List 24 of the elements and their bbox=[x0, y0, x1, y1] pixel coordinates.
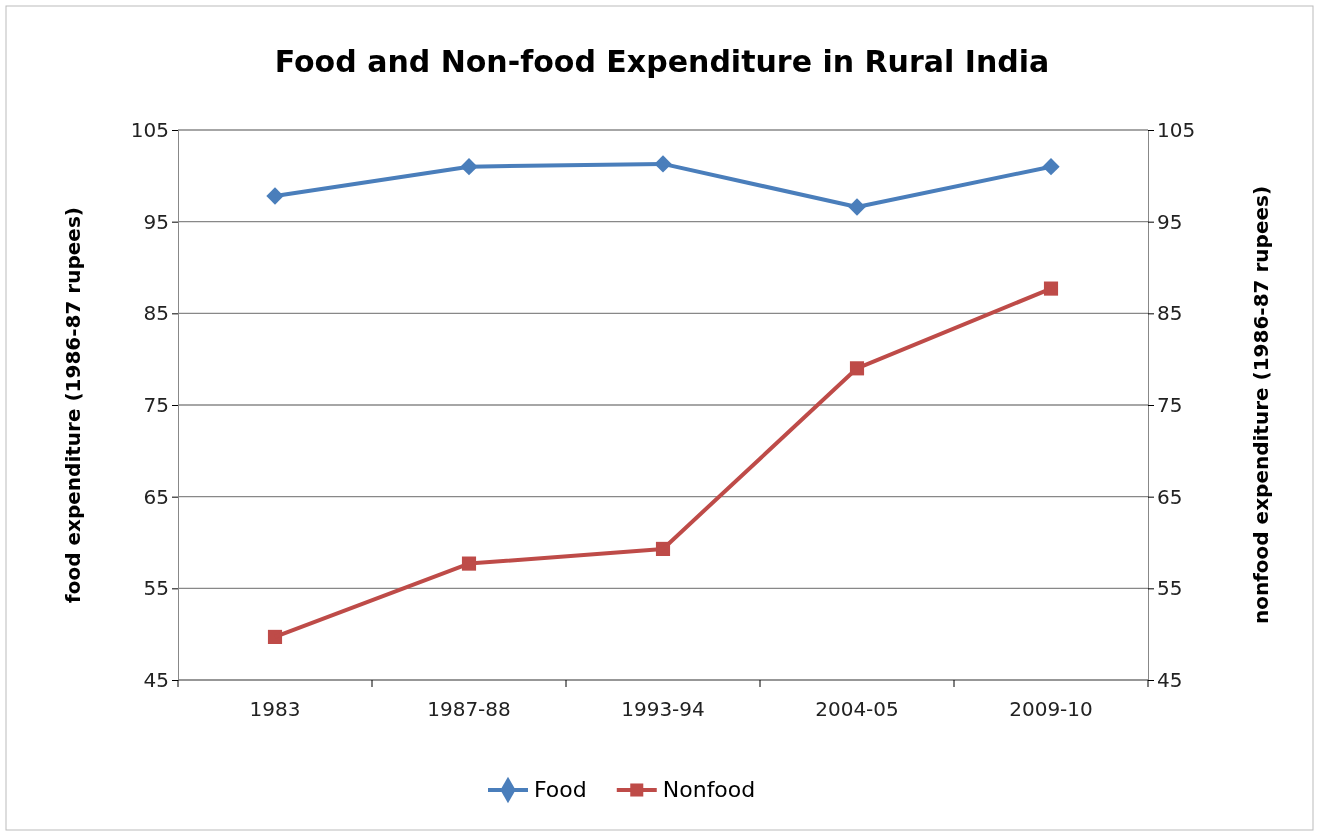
y-tick-label: 65 bbox=[143, 484, 169, 509]
y2-tick-label: 45 bbox=[1157, 667, 1183, 692]
x-tick-label: 2004-05 bbox=[815, 697, 899, 722]
y2-tick-label: 95 bbox=[1157, 209, 1183, 234]
y2-tick-label: 85 bbox=[1157, 301, 1183, 326]
y2-tick-label: 65 bbox=[1157, 484, 1183, 509]
chart-title: Food and Non-food Expenditure in Rural India bbox=[274, 44, 1050, 79]
x-tick-label: 2009-10 bbox=[1009, 697, 1093, 722]
y2-axis-title: nonfood expenditure (1986-87 rupees) bbox=[1249, 185, 1273, 625]
y-tick-label: 55 bbox=[143, 576, 169, 601]
x-tick-label: 1983 bbox=[249, 697, 301, 722]
y2-tick-label: 55 bbox=[1157, 576, 1183, 601]
y-tick-label: 75 bbox=[143, 392, 169, 417]
y-tick-label: 85 bbox=[143, 301, 169, 326]
y-tick-label: 45 bbox=[143, 667, 169, 692]
x-tick-label: 1993-94 bbox=[621, 697, 705, 722]
legend-label: Food bbox=[534, 777, 587, 802]
x-tick-label: 1987-88 bbox=[427, 697, 511, 722]
y-axis-title: food expenditure (1986-87 rupees) bbox=[61, 207, 85, 603]
y-tick-label: 105 bbox=[130, 117, 169, 142]
legend-label: Nonfood bbox=[662, 777, 756, 802]
y2-tick-label: 75 bbox=[1157, 392, 1183, 417]
y-tick-label: 95 bbox=[143, 209, 169, 234]
y2-tick-label: 105 bbox=[1157, 117, 1196, 142]
